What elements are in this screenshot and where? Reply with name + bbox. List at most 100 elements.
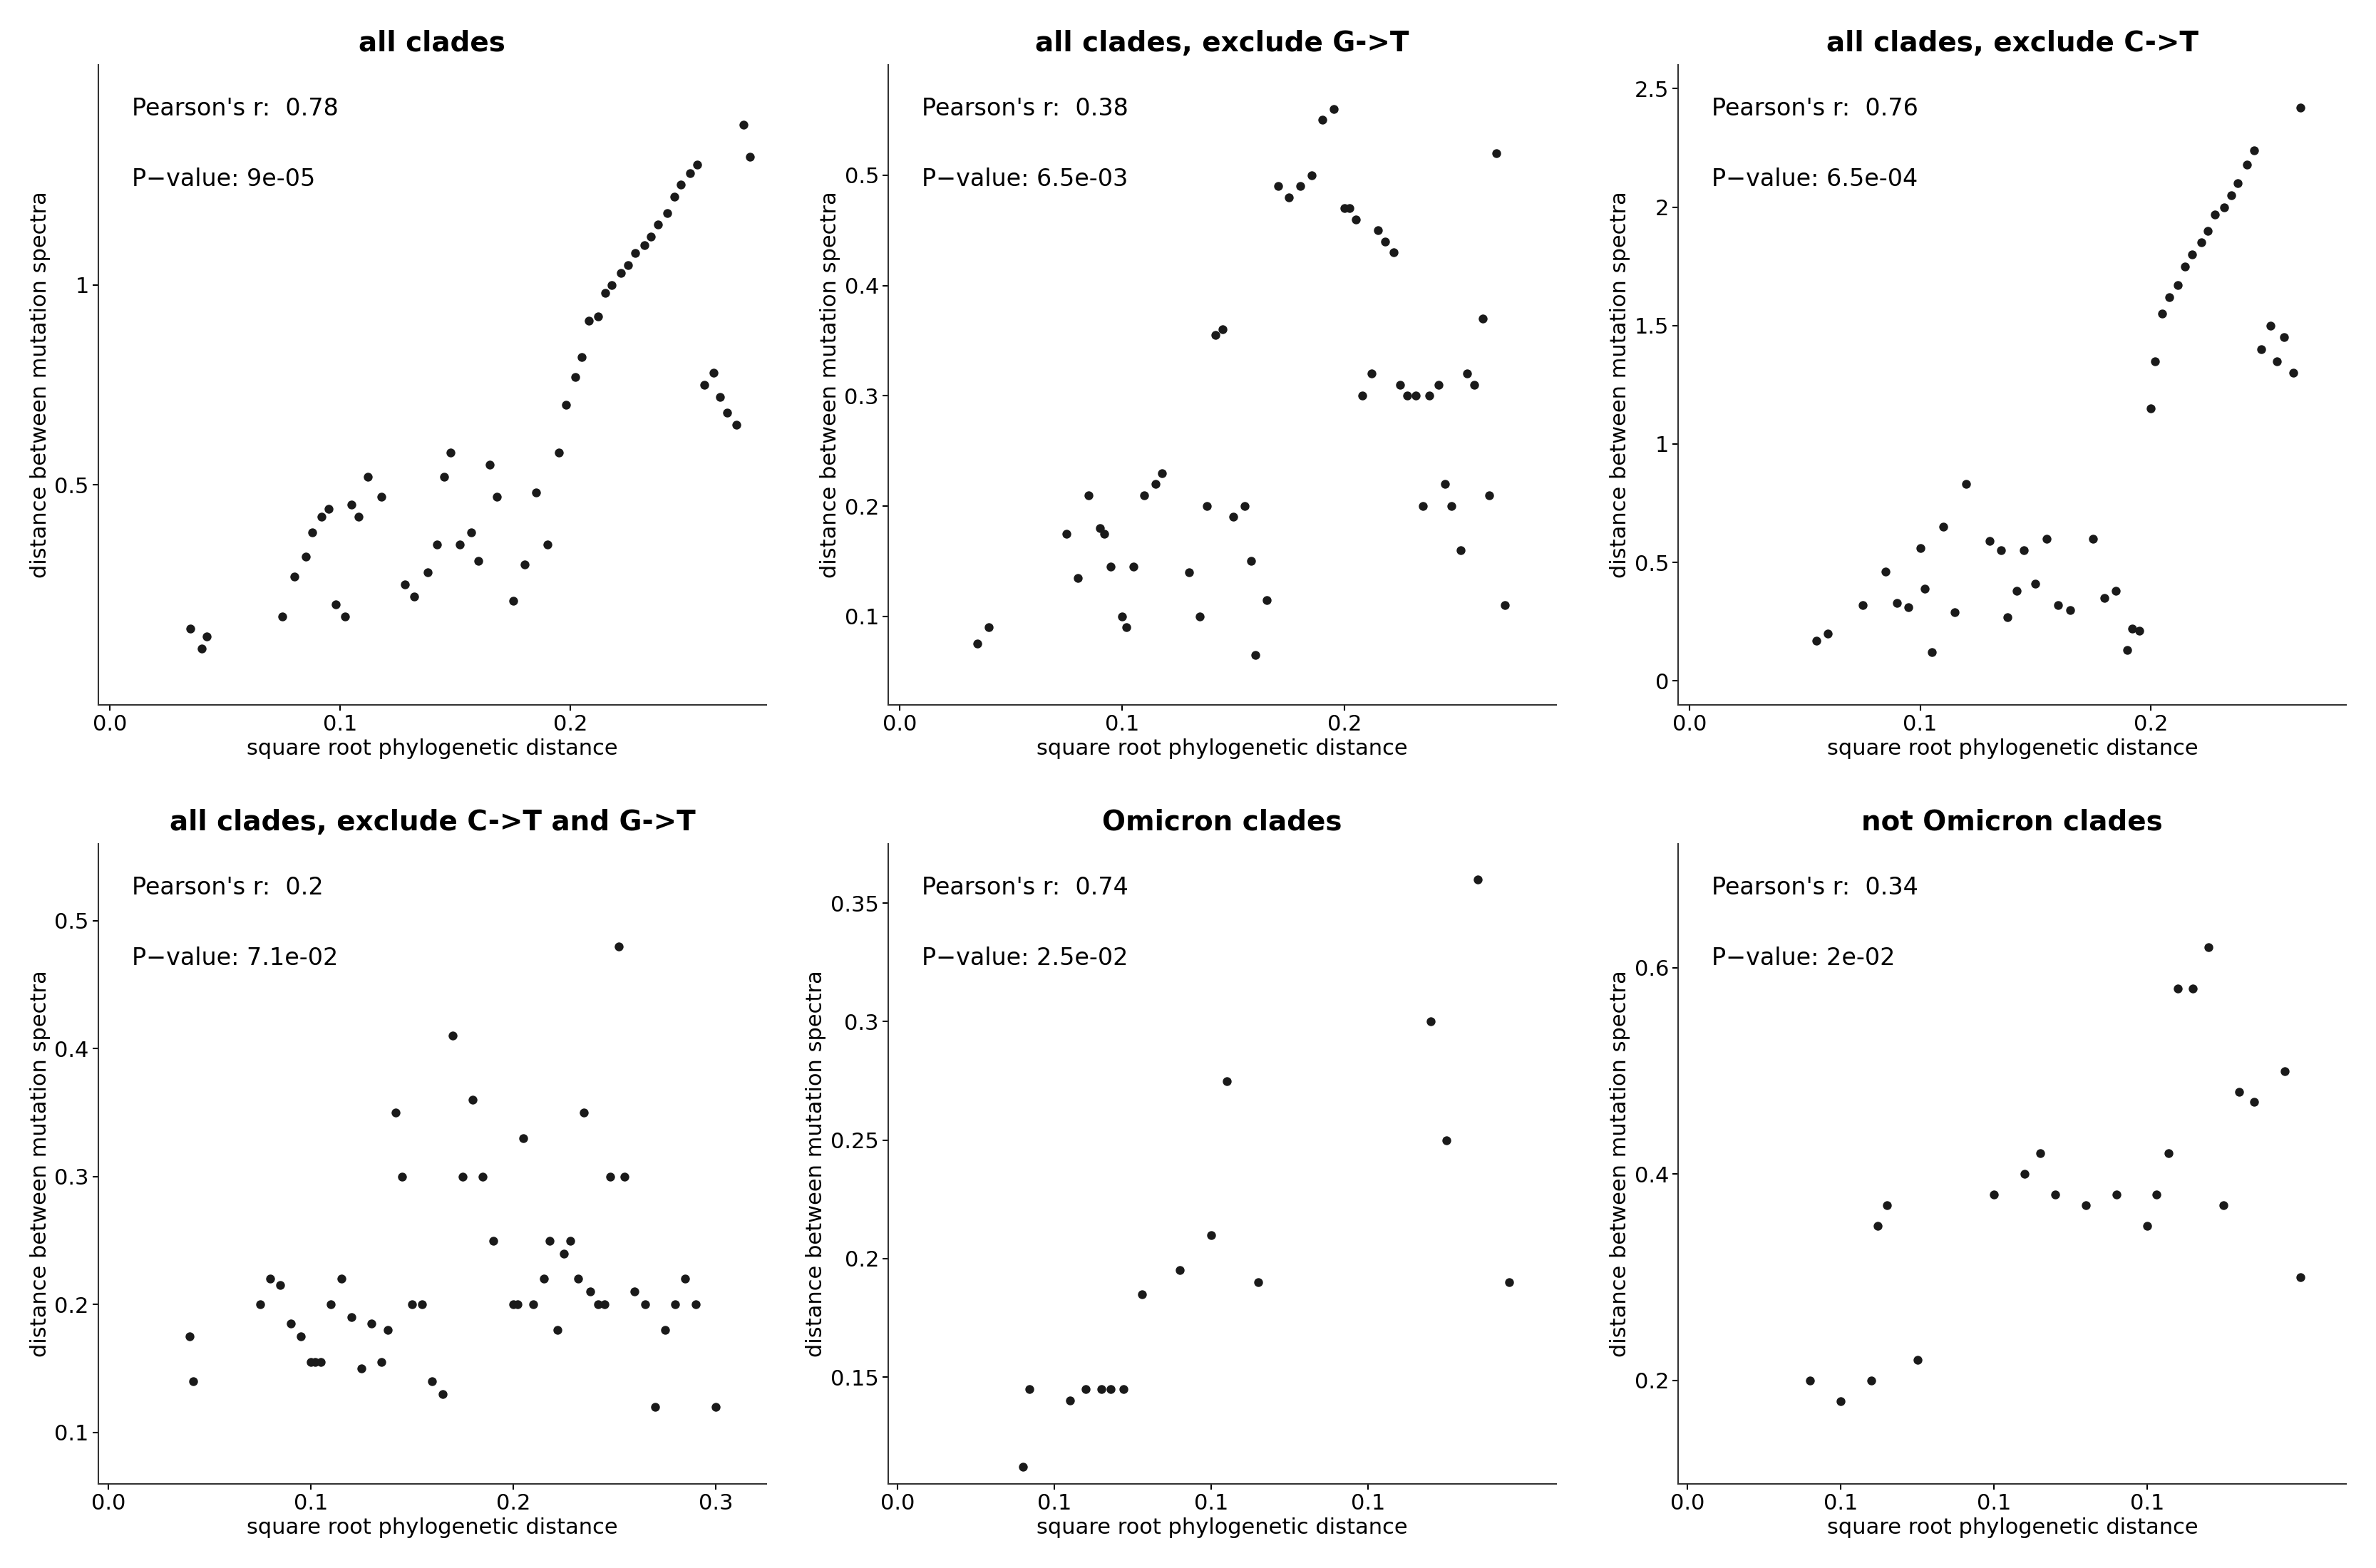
Point: [1069, 483, 1107, 508]
Point: [1366, 229, 1404, 254]
Point: [594, 273, 632, 298]
Point: [1478, 141, 1516, 166]
Point: [2131, 395, 2169, 420]
Point: [364, 1350, 402, 1375]
X-axis label: square root phylogenetic distance: square root phylogenetic distance: [1827, 1518, 2198, 1538]
Point: [340, 505, 378, 530]
Point: [2086, 585, 2124, 610]
Point: [2074, 527, 2112, 552]
Text: P−value: 7.1e-02: P−value: 7.1e-02: [131, 947, 337, 971]
Point: [663, 172, 701, 198]
Point: [173, 1369, 211, 1394]
Point: [570, 309, 608, 334]
Point: [1901, 536, 1939, 561]
Point: [1359, 218, 1397, 243]
Point: [264, 604, 302, 629]
Point: [459, 549, 497, 574]
Point: [323, 1267, 361, 1292]
Point: [599, 935, 637, 960]
Point: [1376, 240, 1414, 265]
Point: [302, 505, 340, 530]
Point: [1799, 629, 1837, 654]
Point: [606, 1163, 644, 1189]
Point: [2138, 1182, 2176, 1207]
Point: [639, 212, 677, 237]
Point: [1126, 483, 1164, 508]
Point: [1388, 383, 1426, 408]
Point: [1442, 538, 1480, 563]
Point: [432, 1024, 470, 1049]
Point: [1314, 97, 1352, 122]
Point: [1471, 483, 1509, 508]
Point: [2098, 1182, 2136, 1207]
Point: [2174, 241, 2212, 267]
Point: [1162, 1258, 1200, 1283]
Point: [494, 1292, 532, 1317]
Point: [2264, 325, 2302, 350]
Point: [2119, 618, 2157, 643]
Point: [292, 1350, 330, 1375]
Point: [1233, 549, 1271, 574]
Point: [2017, 571, 2055, 596]
Point: [1989, 604, 2027, 629]
Point: [2027, 527, 2065, 552]
Point: [1093, 1377, 1131, 1402]
Point: [2281, 1265, 2319, 1290]
Point: [1822, 1389, 1860, 1414]
Point: [1181, 604, 1219, 629]
Point: [656, 1292, 694, 1317]
Point: [1936, 599, 1974, 624]
Text: P−value: 6.5e-03: P−value: 6.5e-03: [922, 168, 1129, 191]
Point: [283, 1323, 321, 1348]
Point: [1380, 372, 1418, 397]
Point: [1906, 575, 1944, 601]
Point: [2108, 638, 2146, 663]
Point: [1202, 317, 1240, 342]
Point: [1428, 1127, 1466, 1152]
X-axis label: square root phylogenetic distance: square root phylogenetic distance: [1827, 739, 2198, 759]
Point: [530, 1228, 568, 1253]
Point: [1868, 1193, 1906, 1218]
Point: [1304, 108, 1342, 133]
Point: [1342, 383, 1380, 408]
Point: [383, 1163, 421, 1189]
Point: [539, 441, 577, 466]
Point: [608, 252, 646, 278]
Point: [1086, 521, 1124, 546]
Point: [506, 552, 544, 577]
Point: [539, 1317, 577, 1342]
Point: [2136, 348, 2174, 373]
Point: [183, 637, 221, 662]
Point: [2150, 284, 2188, 309]
Point: [413, 1369, 451, 1394]
Point: [2205, 194, 2243, 220]
Point: [696, 1394, 734, 1419]
Point: [2098, 579, 2136, 604]
Point: [558, 1267, 596, 1292]
Point: [463, 1163, 501, 1189]
Point: [432, 441, 470, 466]
Point: [423, 1381, 461, 1406]
Point: [1352, 361, 1390, 386]
Point: [309, 495, 347, 521]
Point: [1397, 383, 1435, 408]
Point: [1433, 494, 1471, 519]
Point: [287, 544, 326, 569]
Point: [364, 485, 402, 510]
Point: [725, 113, 763, 138]
Point: [444, 1163, 482, 1189]
Point: [1083, 1377, 1121, 1402]
Point: [525, 1267, 563, 1292]
Point: [1974, 1182, 2012, 1207]
Point: [1490, 1270, 1528, 1295]
X-axis label: square root phylogenetic distance: square root phylogenetic distance: [247, 739, 618, 759]
Point: [1293, 163, 1331, 188]
Point: [1868, 560, 1906, 585]
Point: [1005, 1455, 1043, 1480]
Point: [2160, 273, 2198, 298]
Point: [1114, 554, 1152, 579]
Point: [518, 480, 556, 505]
Point: [2236, 138, 2274, 163]
Point: [394, 583, 432, 608]
Point: [1281, 174, 1319, 199]
